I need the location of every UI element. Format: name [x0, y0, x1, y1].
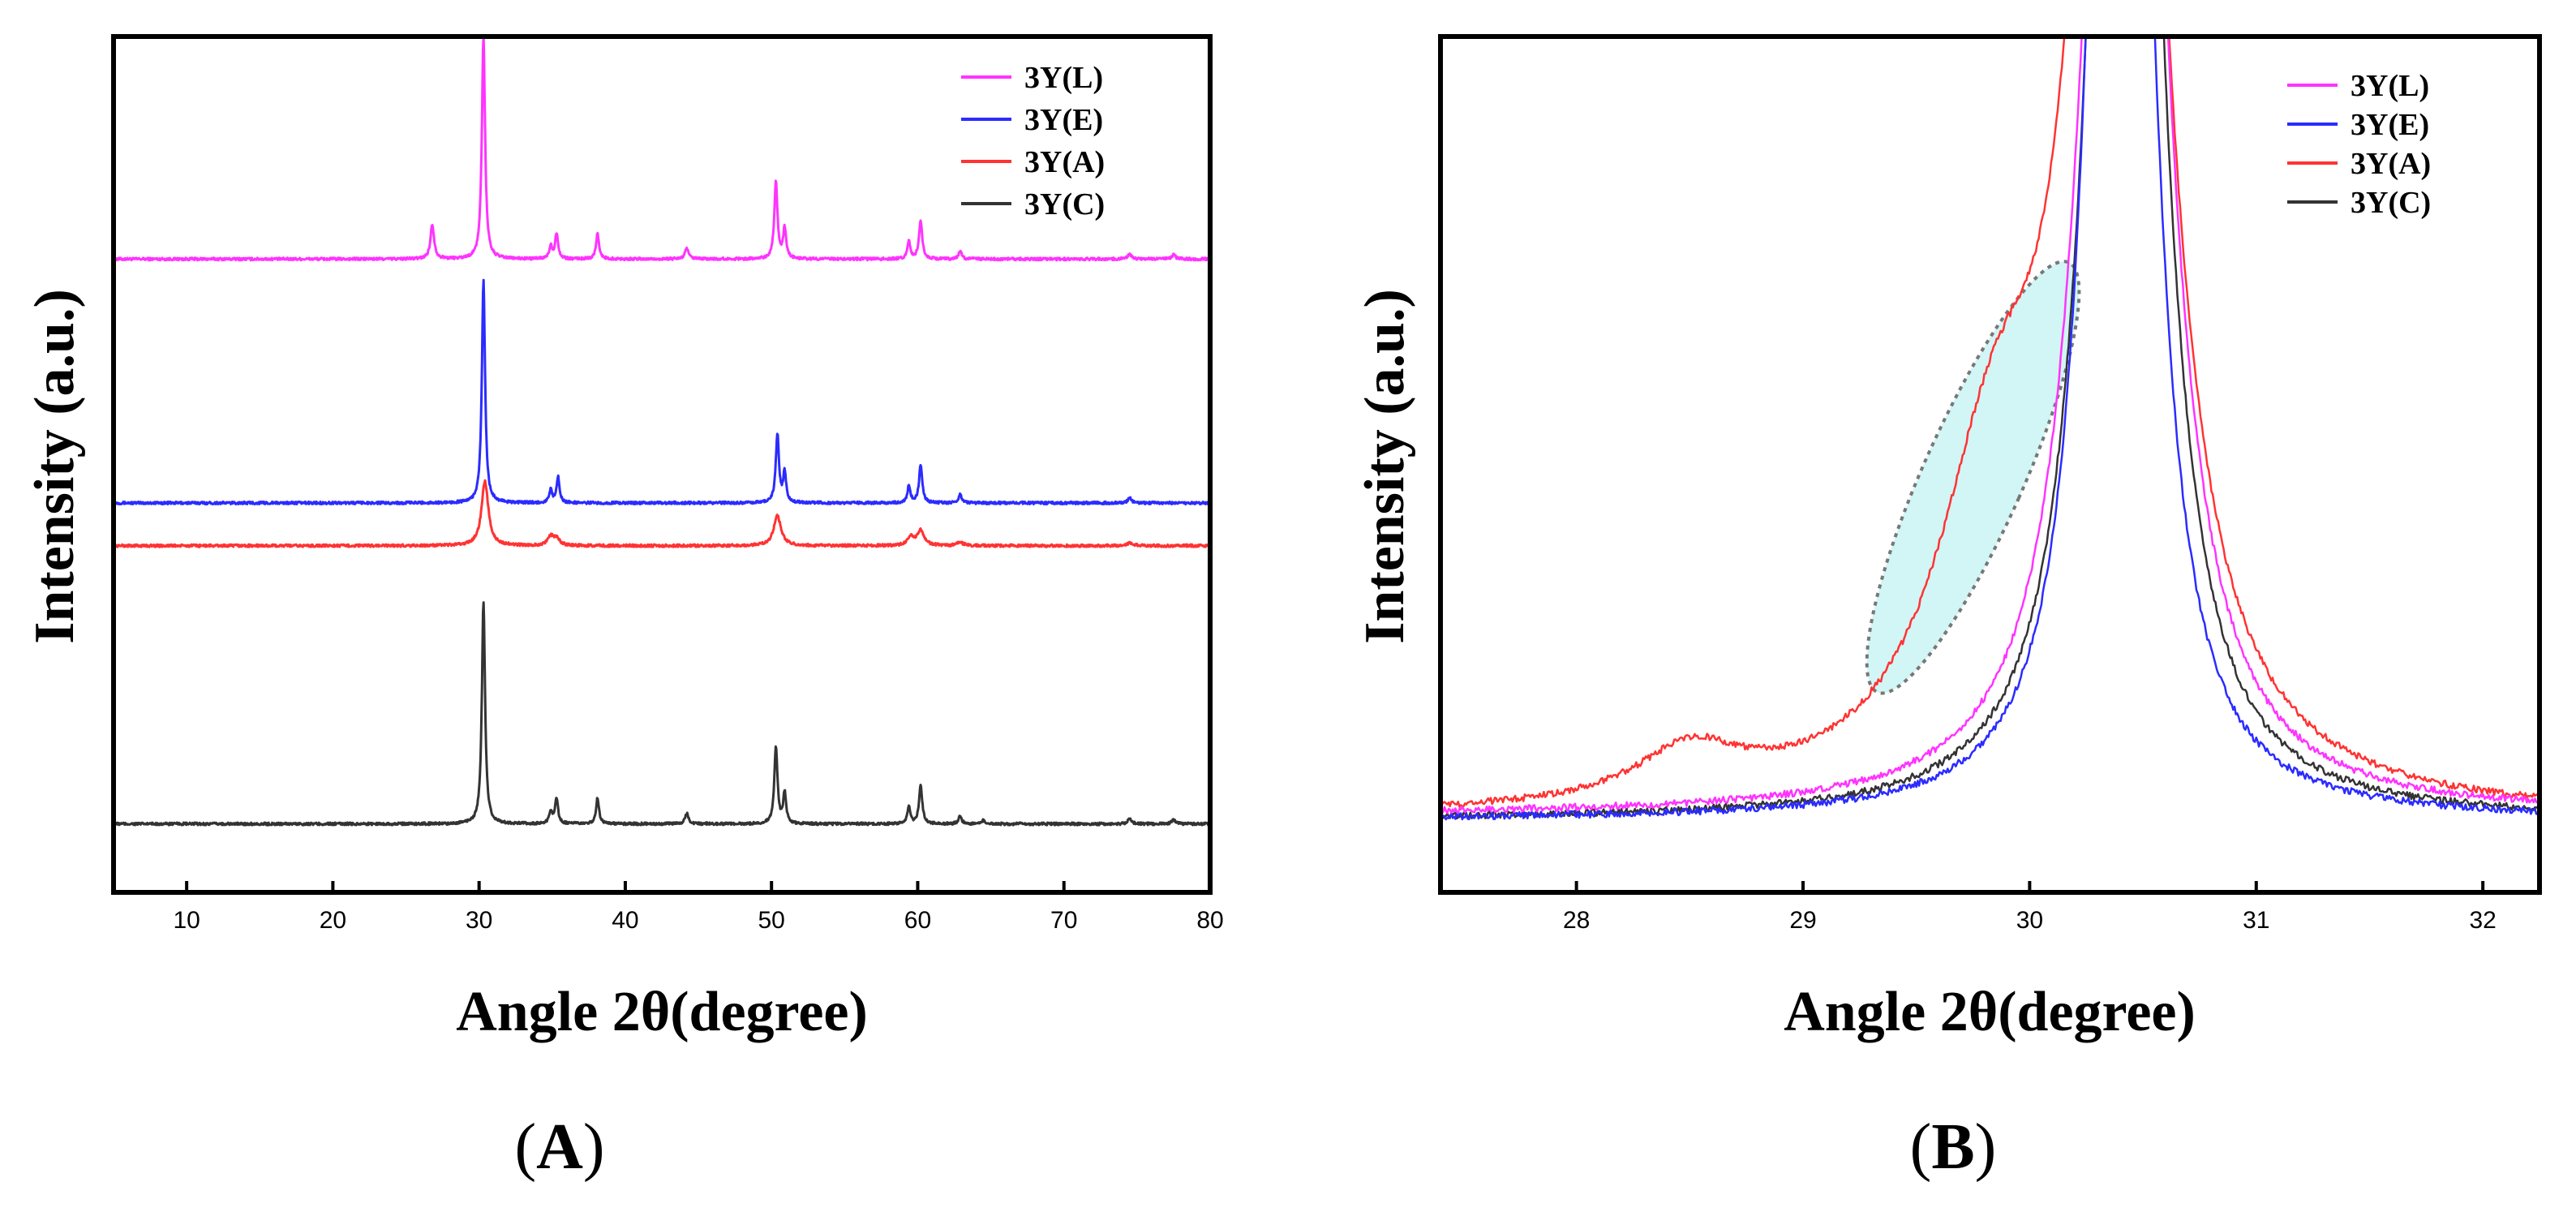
plot-b-ylabel: Intensity (a.u.) — [1354, 289, 1416, 644]
x-tick-label: 29 — [1789, 907, 1816, 934]
series-line-3ya — [1440, 37, 2540, 809]
plot-a-frame — [111, 34, 1213, 895]
series-line-3ya — [112, 479, 1211, 548]
x-tick-label: 31 — [2243, 907, 2269, 934]
x-tick-label: 28 — [1563, 907, 1590, 934]
series-line-3ye — [113, 278, 1211, 505]
series-line-3yc — [1440, 37, 2540, 820]
x-tick-label: 80 — [1196, 907, 1223, 934]
plot-b-legend: 3Y(L) 3Y(E) 3Y(A) 3Y(C) — [2287, 69, 2431, 220]
panel-b-label: (B) — [1910, 1111, 1997, 1183]
legend-label: 3Y(E) — [2351, 108, 2429, 142]
plot-a-legend: 3Y(L) 3Y(E) 3Y(A) 3Y(C) — [961, 61, 1105, 221]
plot-b-data — [1440, 37, 2540, 821]
highlight-ellipse — [1865, 260, 2081, 695]
legend-label: 3Y(L) — [1024, 61, 1103, 95]
x-tick-label: 32 — [2469, 907, 2496, 934]
plot-a-xlabel: Angle 2θ(degree) — [456, 981, 868, 1043]
legend-label: 3Y(A) — [2351, 147, 2431, 181]
plot-b-ticks: 28 29 30 31 32 — [1563, 881, 2497, 934]
series-line-3yl — [112, 35, 1211, 262]
series-line-3ye — [1440, 37, 2540, 821]
legend-label: 3Y(C) — [1024, 187, 1105, 221]
panel-a: 10 20 30 40 50 60 70 80 3Y(L) 3Y(E) 3Y(A) 3Y(C) In… — [24, 34, 1224, 1183]
series-line-3yc — [112, 601, 1211, 827]
legend-label: 3Y(A) — [1024, 145, 1105, 179]
legend-label: 3Y(C) — [2351, 186, 2431, 220]
plot-b-xlabel: Angle 2θ(degree) — [1784, 981, 2196, 1043]
x-tick-label: 10 — [173, 907, 200, 934]
plot-a-data — [112, 35, 1211, 827]
x-tick-label: 50 — [758, 907, 785, 934]
plot-a-ylabel: Intensity (a.u.) — [24, 289, 86, 644]
panel-b: 28 29 30 31 32 3Y(L) 3Y(E) 3Y(A) 3Y(C) Intensit… — [1354, 34, 2542, 1183]
panel-a-label: (A) — [514, 1111, 604, 1183]
x-tick-label: 30 — [2016, 907, 2043, 934]
panel-b-letter: B — [1931, 1111, 1974, 1183]
x-tick-label: 40 — [612, 907, 638, 934]
x-tick-label: 30 — [466, 907, 492, 934]
panel-a-letter: A — [536, 1111, 583, 1183]
plot-a-ticks: 10 20 30 40 50 60 70 80 — [173, 881, 1224, 934]
legend-label: 3Y(L) — [2351, 69, 2429, 103]
x-tick-label: 60 — [904, 907, 931, 934]
plot-b-frame — [1438, 34, 2542, 895]
x-tick-label: 20 — [320, 907, 346, 934]
x-tick-label: 70 — [1050, 907, 1077, 934]
series-line-3yl — [1440, 37, 2540, 814]
legend-label: 3Y(E) — [1024, 103, 1103, 137]
